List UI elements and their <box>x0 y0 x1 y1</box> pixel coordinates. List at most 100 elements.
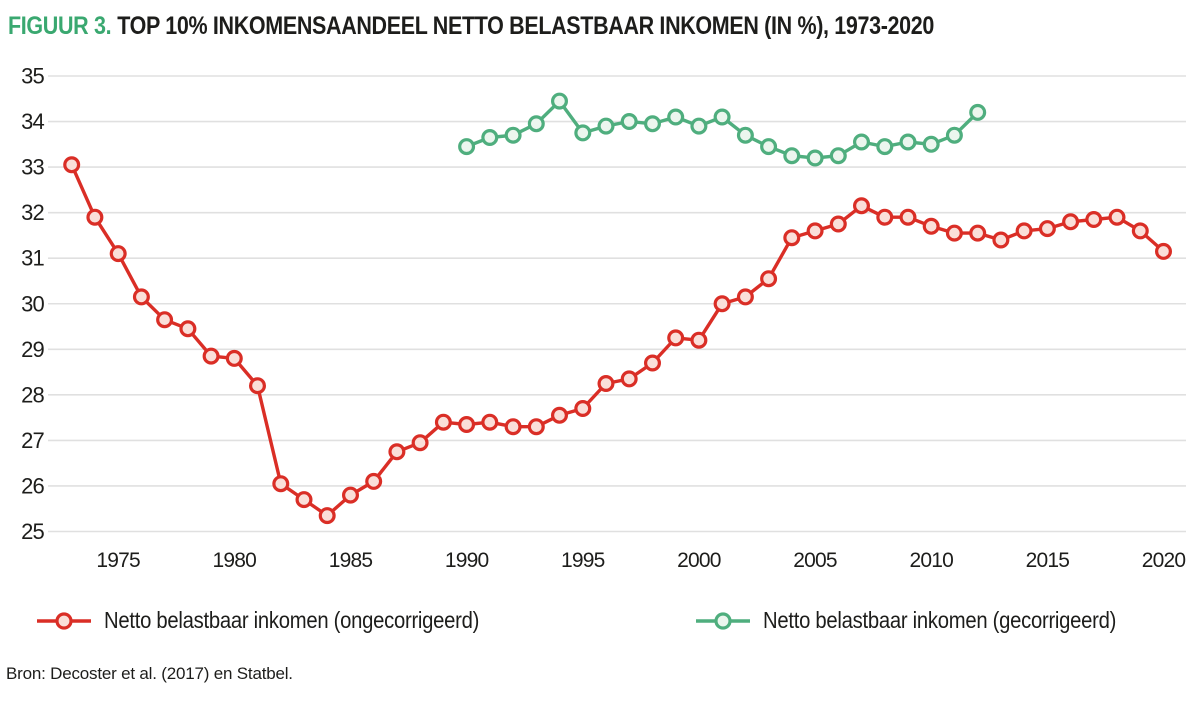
data-point-marker <box>690 331 708 349</box>
data-point-marker <box>272 475 290 493</box>
figure-number-label: FIGUUR 3. <box>8 12 112 40</box>
y-tick-label: 27 <box>21 428 44 453</box>
data-point-marker <box>295 491 313 509</box>
data-point-marker <box>527 115 545 133</box>
series-ongecorrigeerd <box>63 156 1172 525</box>
legend-label-ongecorrigeerd: Netto belastbaar inkomen (ongecorrigeerd… <box>103 607 479 633</box>
y-tick-label: 32 <box>21 200 44 225</box>
data-point-marker <box>1085 211 1103 229</box>
data-point-marker <box>179 320 197 338</box>
data-point-marker <box>1154 242 1172 260</box>
y-tick-label: 28 <box>21 382 44 407</box>
series-gecorrigeerd <box>458 92 987 167</box>
x-tick-label: 1985 <box>329 549 373 572</box>
data-point-marker <box>969 103 987 121</box>
data-point-marker <box>992 231 1010 249</box>
x-tick-label: 2010 <box>909 549 953 572</box>
data-point-marker <box>225 349 243 367</box>
data-point-marker <box>1015 222 1033 240</box>
data-point-marker <box>550 406 568 424</box>
y-tick-label: 30 <box>21 291 44 316</box>
data-point-marker <box>388 443 406 461</box>
data-point-marker <box>876 208 894 226</box>
legend-item-gecorrigeerd: Netto belastbaar inkomen (gecorrigeerd) <box>695 607 1164 634</box>
data-point-marker <box>597 117 615 135</box>
data-point-marker <box>597 375 615 393</box>
data-point-marker <box>527 418 545 436</box>
data-point-marker <box>365 472 383 490</box>
data-point-marker <box>783 229 801 247</box>
data-point-marker <box>829 215 847 233</box>
data-point-marker <box>922 217 940 235</box>
y-tick-label: 25 <box>21 519 44 544</box>
data-point-marker <box>550 92 568 110</box>
data-point-marker <box>643 354 661 372</box>
data-point-marker <box>620 370 638 388</box>
data-point-marker <box>876 138 894 156</box>
data-point-marker <box>504 418 522 436</box>
data-point-marker <box>922 135 940 153</box>
data-point-marker <box>434 413 452 431</box>
data-point-marker <box>620 112 638 130</box>
x-tick-label: 2020 <box>1142 549 1186 572</box>
data-point-marker <box>899 133 917 151</box>
data-point-marker <box>829 147 847 165</box>
data-point-marker <box>852 197 870 215</box>
data-point-marker <box>690 117 708 135</box>
data-point-marker <box>156 311 174 329</box>
legend-label-gecorrigeerd: Netto belastbaar inkomen (gecorrigeerd) <box>762 607 1117 633</box>
figure-header: FIGUUR 3. TOP 10% INKOMENSAANDEEL NETTO B… <box>0 0 1200 41</box>
data-point-marker <box>458 416 476 434</box>
data-point-marker <box>899 208 917 226</box>
data-point-marker <box>504 126 522 144</box>
data-point-marker <box>458 138 476 156</box>
data-point-marker <box>667 108 685 126</box>
data-point-marker <box>1062 213 1080 231</box>
data-point-marker <box>760 270 778 288</box>
data-point-marker <box>969 224 987 242</box>
x-tick-label: 1990 <box>445 549 489 572</box>
y-tick-label: 34 <box>21 109 44 134</box>
y-tick-label: 26 <box>21 473 44 498</box>
y-tick-label: 31 <box>21 246 44 271</box>
legend-marker-gecorrigeerd <box>695 611 750 630</box>
x-tick-label: 1995 <box>561 549 605 572</box>
x-tick-label: 2005 <box>793 549 837 572</box>
data-point-marker <box>1108 208 1126 226</box>
data-point-marker <box>202 347 220 365</box>
data-point-marker <box>806 149 824 167</box>
data-point-marker <box>643 115 661 133</box>
figure-title: FIGUUR 3. TOP 10% INKOMENSAANDEEL NETTO B… <box>8 12 934 41</box>
x-tick-label: 2000 <box>677 549 721 572</box>
data-point-marker <box>736 288 754 306</box>
y-tick-label: 35 <box>21 64 44 89</box>
data-point-marker <box>945 126 963 144</box>
y-tick-label: 29 <box>21 337 44 362</box>
x-tick-label: 1975 <box>96 549 140 572</box>
data-point-marker <box>1131 222 1149 240</box>
data-point-marker <box>806 222 824 240</box>
data-point-marker <box>574 124 592 142</box>
data-point-marker <box>945 224 963 242</box>
data-point-marker <box>342 486 360 504</box>
data-point-marker <box>574 400 592 418</box>
data-point-marker <box>713 108 731 126</box>
x-tick-label: 1980 <box>213 549 257 572</box>
figure-title-text: TOP 10% INKOMENSAANDEEL NETTO BELASTBAAR… <box>117 12 935 40</box>
data-point-marker <box>852 133 870 151</box>
data-point-marker <box>667 329 685 347</box>
data-point-marker <box>1038 220 1056 238</box>
data-point-marker <box>63 156 81 174</box>
data-point-marker <box>86 208 104 226</box>
series-line <box>70 164 1165 518</box>
data-point-marker <box>109 245 127 263</box>
data-point-marker <box>713 295 731 313</box>
chart-legend: Netto belastbaar inkomen (ongecorrigeerd… <box>0 607 1200 634</box>
data-point-marker <box>318 507 336 525</box>
source-citation: Bron: Decoster et al. (2017) en Statbel. <box>6 664 293 683</box>
data-point-marker <box>132 288 150 306</box>
data-point-marker <box>736 126 754 144</box>
data-point-marker <box>481 413 499 431</box>
chart: 25 26 27 28 29 30 31 32 33 34 35 1975 1980 1985 1990 19… <box>0 43 1200 591</box>
data-point-marker <box>783 147 801 165</box>
